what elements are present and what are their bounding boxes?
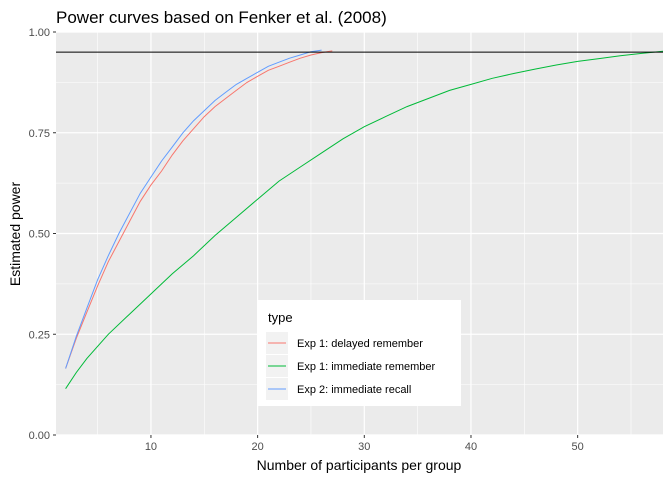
y-tick-label: 0.25 [29, 329, 50, 341]
legend-label: Exp 1: delayed remember [297, 338, 423, 350]
x-tick-label: 20 [251, 441, 263, 453]
y-tick-label: 0.00 [29, 430, 50, 442]
series-line-2 [65, 49, 322, 369]
y-axis-label: Estimated power [7, 182, 23, 287]
legend-items: Exp 1: delayed remember Exp 1: immediate … [266, 332, 435, 400]
x-tick-label: 30 [358, 441, 370, 453]
series-layer [65, 49, 664, 389]
series-line-0 [65, 50, 333, 369]
x-axis: 10 20 30 40 50 [145, 435, 584, 453]
y-tick-label: 1.00 [29, 27, 50, 39]
series-line-1 [65, 50, 664, 389]
x-tick-label: 50 [572, 441, 584, 453]
legend-box [258, 300, 461, 406]
y-axis: 0.00 0.25 0.50 0.75 1.00 [29, 27, 56, 442]
chart-title: Power curves based on Fenker et al. (200… [56, 8, 387, 27]
y-tick-label: 0.50 [29, 229, 50, 241]
legend-title: type [268, 310, 293, 325]
y-tick-label: 0.75 [29, 128, 50, 140]
x-tick-label: 40 [465, 441, 477, 453]
legend: type Exp 1: delayed remember Exp 1: immed… [258, 300, 461, 406]
x-axis-label: Number of participants per group [257, 457, 462, 473]
legend-label: Exp 1: immediate remember [297, 361, 435, 373]
x-tick-label: 10 [145, 441, 157, 453]
legend-label: Exp 2: immediate recall [297, 384, 411, 396]
